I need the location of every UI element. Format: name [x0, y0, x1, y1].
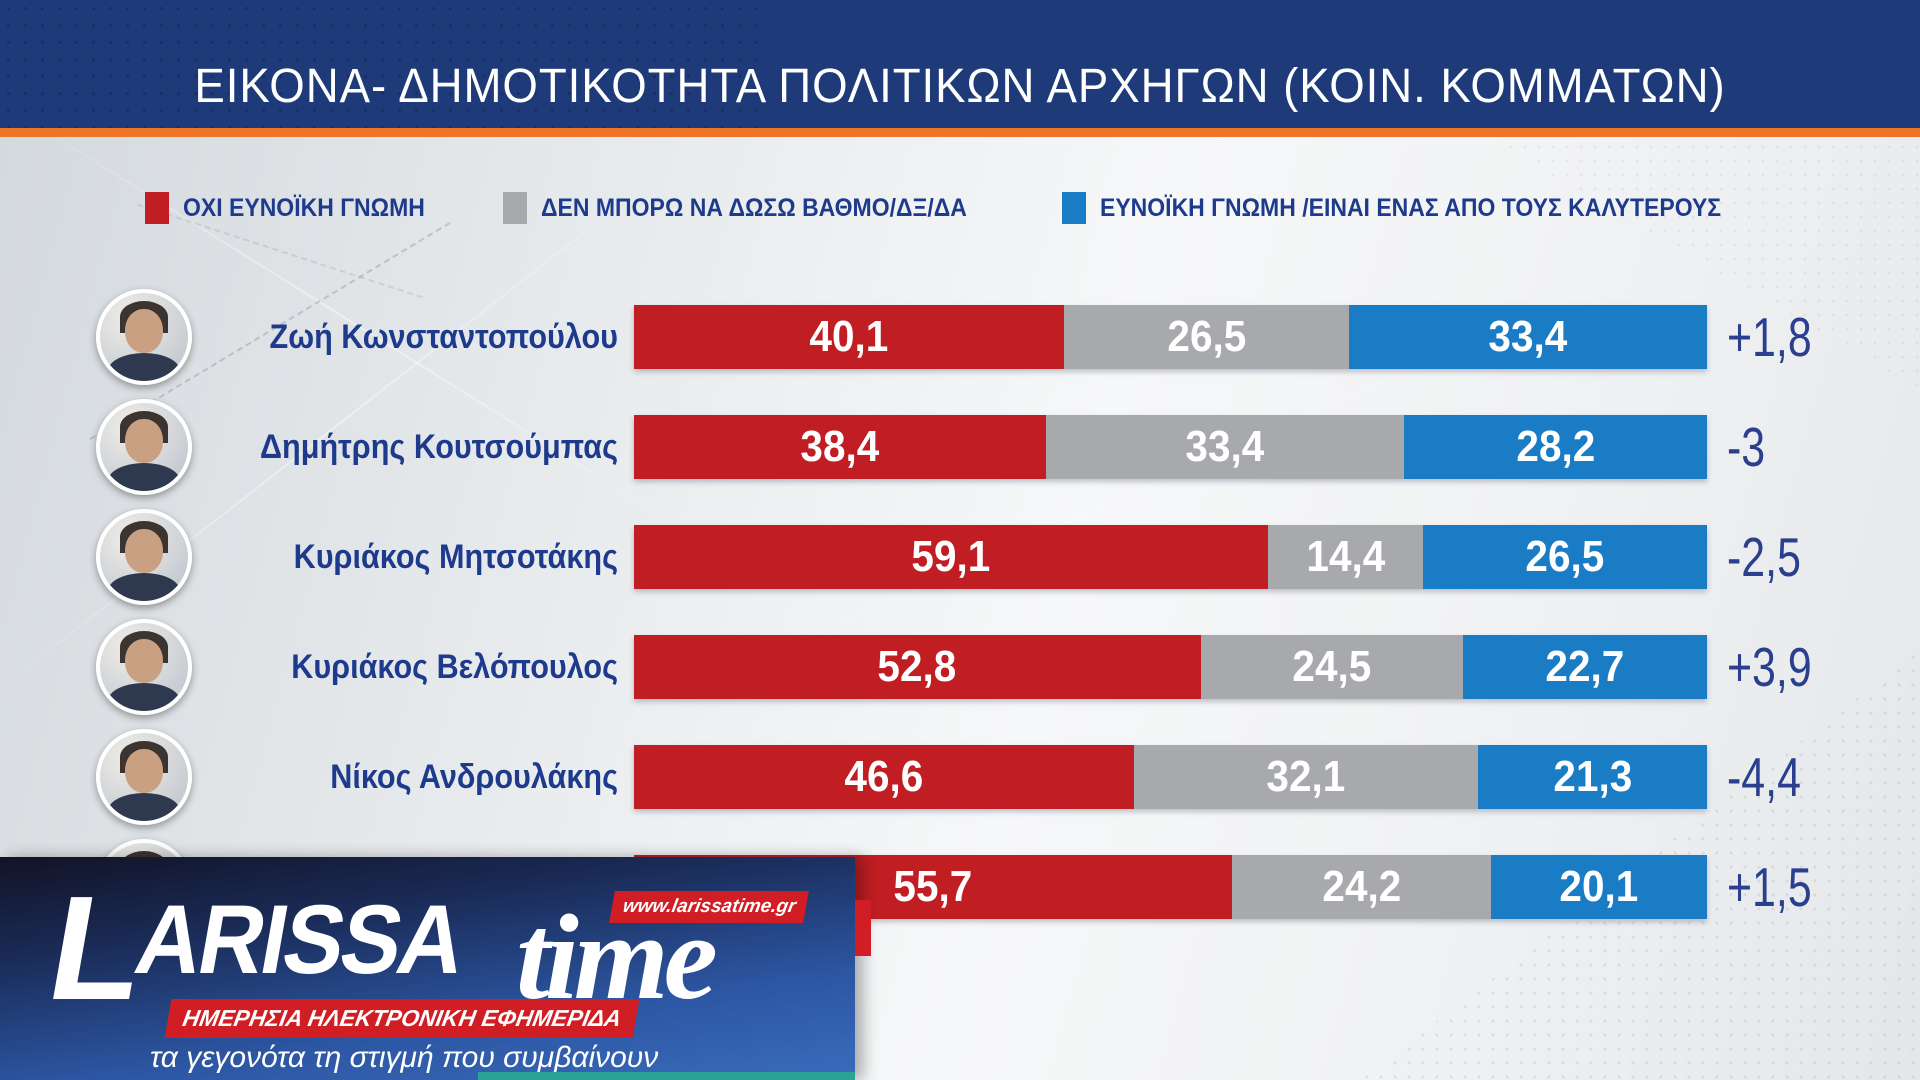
bar-value-label: 33,4	[1185, 422, 1265, 471]
legend-label: ΕΥΝΟΪΚΗ ΓΝΩΜΗ /ΕΙΝΑΙ ΕΝΑΣ ΑΠΟ ΤΟΥΣ ΚΑΛΥΤ…	[1100, 193, 1722, 222]
bar-value-label: 52,8	[877, 642, 957, 691]
chart-row: Κυριάκος Μητσοτάκης 59,1 14,4 26,5 -2,5	[0, 509, 1920, 605]
politician-name: Ζωή Κωνσταντοπούλου	[269, 318, 618, 356]
legend-item-negative: ΟΧΙ ΕΥΝΟΪΚΗ ΓΝΩΜΗ	[144, 192, 446, 224]
bar-segment-positive: 21,3	[1478, 745, 1707, 809]
delta-value: -4,4	[1727, 746, 1801, 808]
photo-shoulders	[108, 793, 180, 821]
legend-swatch-negative	[144, 192, 169, 224]
chart-row: Κυριάκος Βελόπουλος 52,8 24,5 22,7 +3,9	[0, 619, 1920, 715]
bar-value-label: 14,4	[1305, 532, 1385, 581]
bar-value-label: 22,7	[1545, 642, 1625, 691]
legend-swatch-positive	[1062, 192, 1087, 224]
bar-segment-positive: 33,4	[1348, 305, 1707, 369]
bar-value-label: 59,1	[911, 532, 991, 581]
delta-value: -2,5	[1727, 526, 1801, 588]
bar-segment-negative: 40,1	[634, 305, 1065, 369]
politician-name: Κυριάκος Βελόπουλος	[291, 648, 618, 686]
politician-name: Δημήτρης Κουτσούμπας	[260, 428, 618, 466]
bar-value-label: 32,1	[1266, 752, 1346, 801]
larissatime-logo: LARISSA time www.larissatime.gr ΗΜΕΡΗΣΙΑ…	[0, 857, 855, 1080]
politician-photo	[96, 289, 192, 385]
stacked-bar: 52,8 24,5 22,7	[634, 635, 1707, 699]
chart-row: Δημήτρης Κουτσούμπας 38,4 33,4 28,2 -3	[0, 399, 1920, 495]
delta-value: +1,8	[1727, 306, 1812, 368]
bar-segment-positive: 22,7	[1463, 635, 1707, 699]
photo-face	[125, 419, 163, 463]
photo-face	[125, 639, 163, 683]
legend-label: ΟΧΙ ΕΥΝΟΪΚΗ ΓΝΩΜΗ	[182, 193, 425, 222]
page-title: ΕΙΚΟΝΑ- ΔΗΜΟΤΙΚΟΤΗΤΑ ΠΟΛΙΤΙΚΩΝ ΑΡΧΗΓΩΝ (…	[194, 60, 1726, 113]
politician-photo	[96, 399, 192, 495]
delta-value: -3	[1727, 416, 1766, 478]
photo-face	[125, 749, 163, 793]
stacked-bar: 55,7 24,2 20,1	[634, 855, 1707, 919]
logo-subtitle: ΗΜΕΡΗΣΙΑ ΗΛΕΚΤΡΟΝΙΚΗ ΕΦΗΜΕΡΙΔΑ	[164, 999, 640, 1038]
logo-red-tab	[855, 900, 871, 956]
politician-photo	[96, 729, 192, 825]
photo-shoulders	[108, 353, 180, 381]
bar-segment-positive: 20,1	[1491, 855, 1707, 919]
photo-shoulders	[108, 683, 180, 711]
bar-value-label: 21,3	[1553, 752, 1633, 801]
bar-value-label: 38,4	[800, 422, 880, 471]
photo-shoulders	[108, 573, 180, 601]
bar-value-label: 33,4	[1488, 312, 1568, 361]
stacked-bar: 59,1 14,4 26,5	[634, 525, 1707, 589]
photo-face	[125, 529, 163, 573]
politician-name: Νίκος Ανδρουλάκης	[330, 758, 618, 796]
logo-letter-l: L	[37, 866, 152, 1031]
politician-photo	[96, 509, 192, 605]
bar-value-label: 20,1	[1559, 862, 1639, 911]
politician-photo	[96, 619, 192, 715]
bar-segment-negative: 52,8	[634, 635, 1201, 699]
stacked-bar: 40,1 26,5 33,4	[634, 305, 1707, 369]
bar-value-label: 26,5	[1525, 532, 1605, 581]
bar-segment-positive: 26,5	[1422, 525, 1707, 589]
bar-value-label: 55,7	[893, 862, 973, 911]
bar-value-label: 26,5	[1167, 312, 1246, 361]
photo-shoulders	[108, 463, 180, 491]
legend-swatch-neutral	[503, 192, 528, 224]
legend-label: ΔΕΝ ΜΠΟΡΩ ΝΑ ΔΩΣΩ ΒΑΘΜΟ/ΔΞ/ΔΑ	[541, 193, 968, 222]
bar-segment-neutral: 26,5	[1064, 305, 1349, 369]
stacked-bar: 46,6 32,1 21,3	[634, 745, 1707, 809]
delta-value: +3,9	[1727, 636, 1812, 698]
bar-segment-negative: 46,6	[634, 745, 1135, 809]
bar-value-label: 46,6	[844, 752, 924, 801]
chart-row: Νίκος Ανδρουλάκης 46,6 32,1 21,3 -4,4	[0, 729, 1920, 825]
bar-value-label: 24,2	[1322, 862, 1401, 911]
header-accent-stripe	[0, 128, 1920, 137]
bar-segment-neutral: 24,2	[1231, 855, 1492, 919]
header: ΕΙΚΟΝΑ- ΔΗΜΟΤΙΚΟΤΗΤΑ ΠΟΛΙΤΙΚΩΝ ΑΡΧΗΓΩΝ (…	[0, 0, 1920, 128]
delta-value: +1,5	[1727, 856, 1812, 918]
bar-segment-neutral: 33,4	[1046, 415, 1405, 479]
header-dot-pattern	[0, 0, 760, 128]
bar-value-label: 24,5	[1292, 642, 1372, 691]
bar-value-label: 28,2	[1516, 422, 1596, 471]
bar-segment-negative: 38,4	[634, 415, 1047, 479]
logo-teal-strip	[478, 1072, 855, 1080]
bar-value-label: 40,1	[809, 312, 889, 361]
logo-website-url: www.larissatime.gr	[609, 891, 810, 923]
logo-tagline: τα γεγονότα τη στιγμή που συμβαίνουν	[150, 1041, 659, 1074]
politician-name: Κυριάκος Μητσοτάκης	[293, 538, 618, 576]
legend: ΟΧΙ ΕΥΝΟΪΚΗ ΓΝΩΜΗ ΔΕΝ ΜΠΟΡΩ ΝΑ ΔΩΣΩ ΒΑΘΜ…	[0, 192, 1920, 224]
chart-row: Ζωή Κωνσταντοπούλου 40,1 26,5 33,4 +1,8	[0, 289, 1920, 385]
bar-segment-neutral: 32,1	[1134, 745, 1479, 809]
legend-item-positive: ΕΥΝΟΪΚΗ ΓΝΩΜΗ /ΕΙΝΑΙ ΕΝΑΣ ΑΠΟ ΤΟΥΣ ΚΑΛΥΤ…	[1062, 192, 1775, 224]
bar-segment-positive: 28,2	[1404, 415, 1707, 479]
stacked-bar: 38,4 33,4 28,2	[634, 415, 1707, 479]
legend-item-neutral: ΔΕΝ ΜΠΟΡΩ ΝΑ ΔΩΣΩ ΒΑΘΜΟ/ΔΞ/ΔΑ	[503, 192, 1004, 224]
bar-segment-negative: 59,1	[634, 525, 1269, 589]
bar-segment-neutral: 24,5	[1200, 635, 1464, 699]
bar-segment-neutral: 14,4	[1268, 525, 1423, 589]
photo-face	[125, 309, 163, 353]
